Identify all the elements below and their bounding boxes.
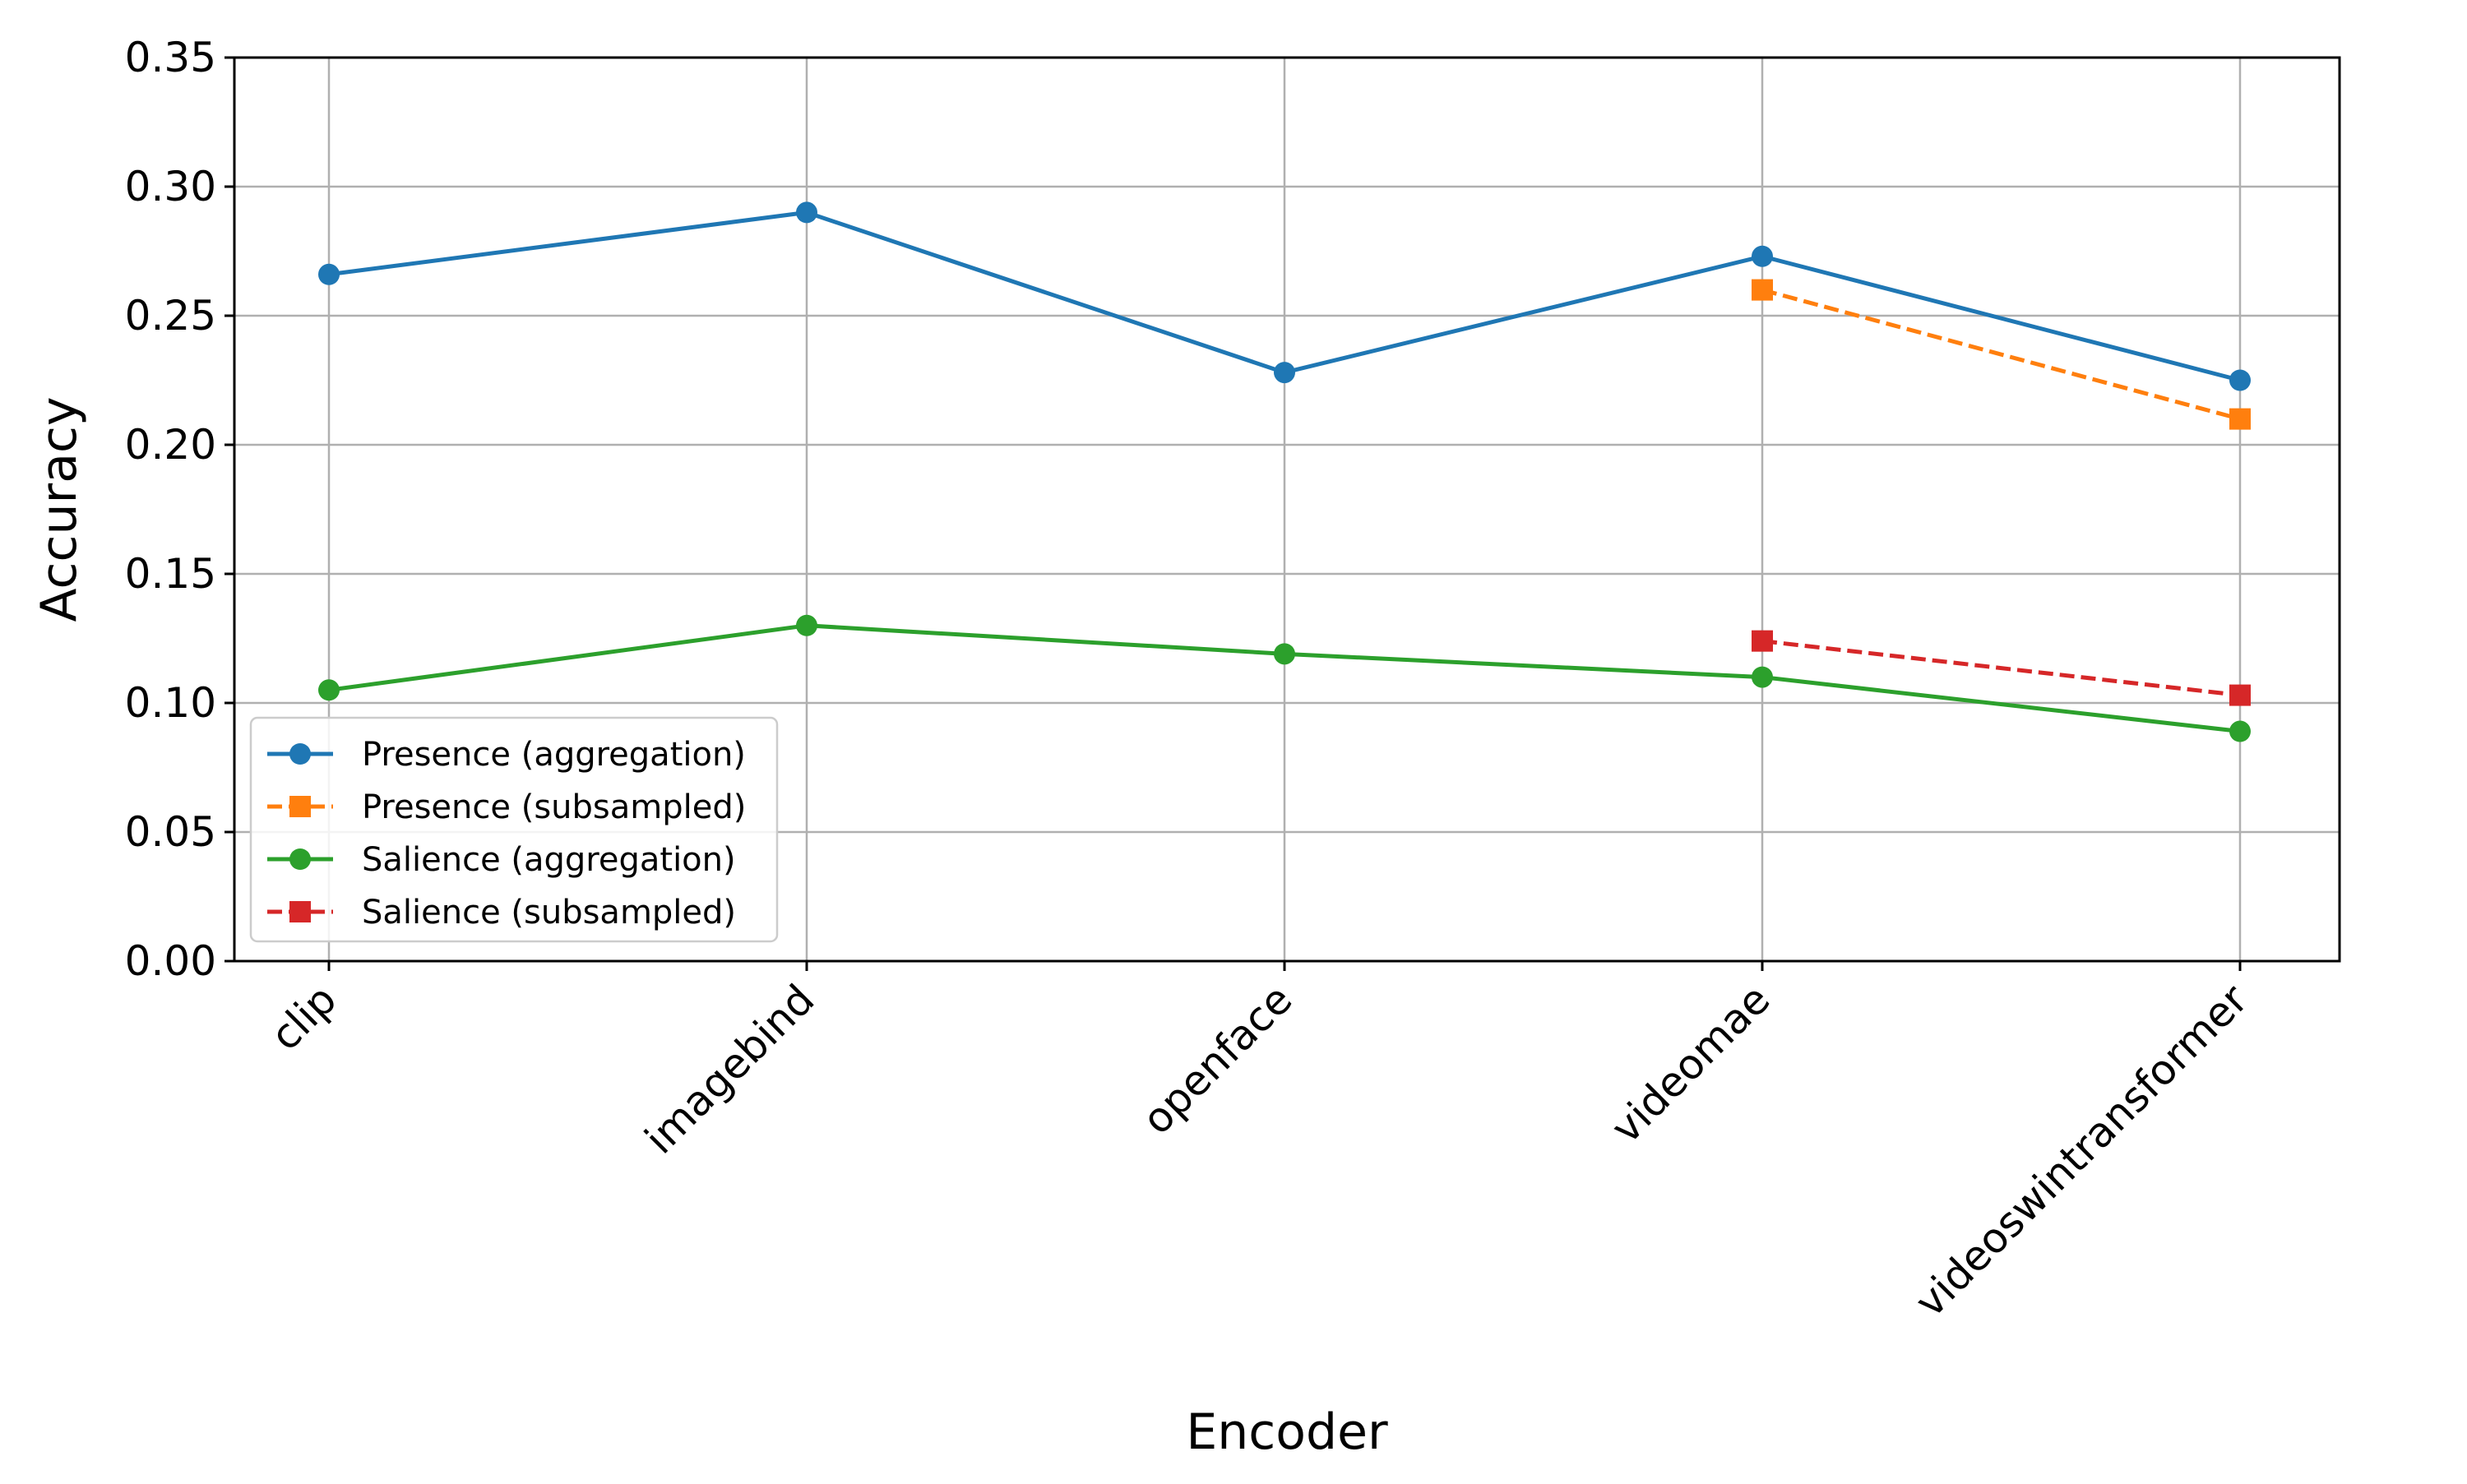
data-point xyxy=(1752,666,1773,688)
plot-frame xyxy=(233,56,2341,963)
y-tick-label: 0.10 xyxy=(125,679,216,727)
y-tick-label: 0.05 xyxy=(125,808,216,856)
data-point xyxy=(796,201,817,224)
data-point xyxy=(1752,245,1773,267)
y-axis: 0.00 0.05 0.10 0.15 0.20 0.25 0.30 0.35 xyxy=(125,34,234,985)
legend-marker xyxy=(289,743,311,765)
legend-marker xyxy=(289,848,311,870)
y-tick-label: 0.30 xyxy=(125,163,216,210)
data-point xyxy=(2229,684,2251,706)
series-0 xyxy=(318,201,2251,391)
series-layer xyxy=(318,201,2251,742)
series-line xyxy=(1761,639,2241,698)
series-1 xyxy=(1752,279,2251,430)
y-tick-label: 0.15 xyxy=(125,550,216,598)
legend-box xyxy=(249,716,779,943)
legend-item: Salience (aggregation) xyxy=(267,841,736,879)
data-point xyxy=(1752,279,1773,301)
data-point xyxy=(1274,643,1295,665)
legend-label: Presence (aggregation) xyxy=(362,736,746,774)
data-point xyxy=(318,679,340,701)
data-point xyxy=(318,263,340,285)
legend-item: Presence (aggregation) xyxy=(267,736,746,774)
series-line xyxy=(1761,288,2241,422)
data-point xyxy=(2229,720,2251,742)
data-point xyxy=(1274,362,1295,384)
data-point xyxy=(796,614,817,636)
legend-label: Salience (subsampled) xyxy=(362,894,736,932)
legend-item: Presence (subsampled) xyxy=(267,788,746,826)
legend-marker xyxy=(289,901,311,922)
legend-marker xyxy=(289,796,311,817)
series-3 xyxy=(1752,630,2251,706)
y-tick-label: 0.00 xyxy=(125,937,216,985)
y-tick-label: 0.25 xyxy=(125,292,216,340)
legend-label: Presence (subsampled) xyxy=(362,788,746,826)
series-2 xyxy=(318,614,2251,742)
legend: Presence (aggregation) Presence (subsampl… xyxy=(249,716,779,943)
legend-label: Salience (aggregation) xyxy=(362,841,736,879)
legend-item: Salience (subsampled) xyxy=(267,894,736,932)
y-tick-label: 0.20 xyxy=(125,421,216,469)
x-axis-title: Encoder xyxy=(1186,1403,1388,1461)
data-point xyxy=(2229,408,2251,430)
y-axis-title: Accuracy xyxy=(30,397,88,622)
y-tick-label: 0.35 xyxy=(125,34,216,81)
data-point xyxy=(1752,630,1773,652)
data-point xyxy=(2229,369,2251,391)
